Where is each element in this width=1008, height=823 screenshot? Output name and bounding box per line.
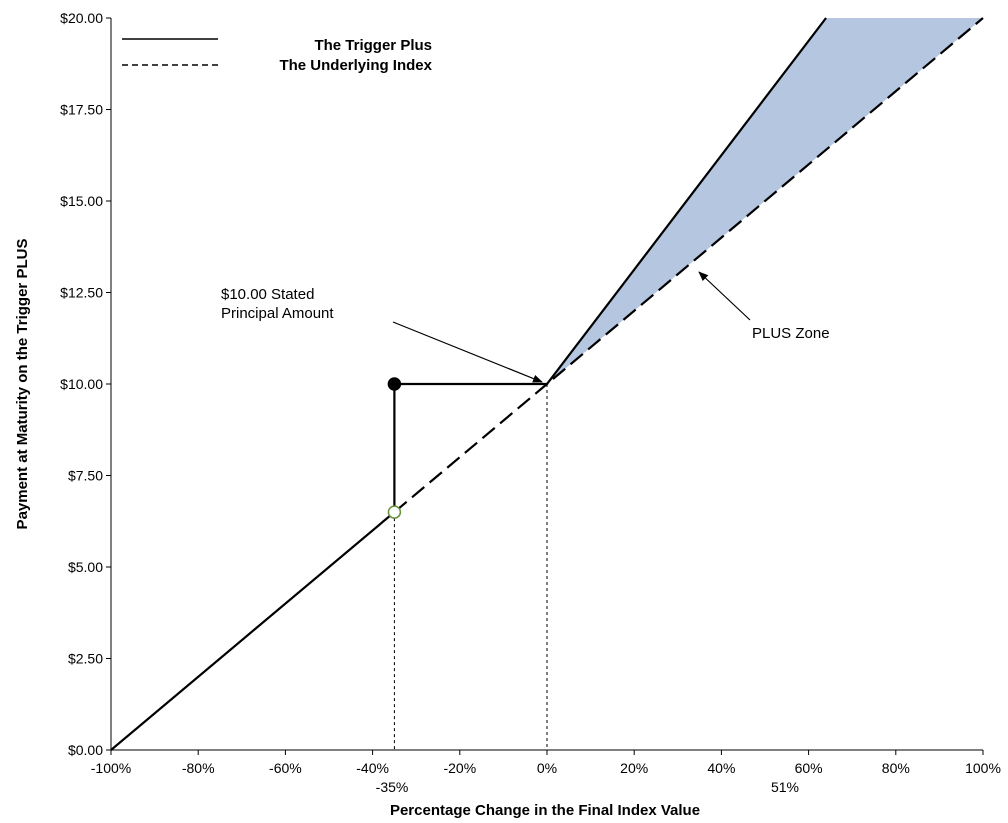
stated-principal-label-line2: Principal Amount [221,305,334,322]
y-axis-title: Payment at Maturity on the Trigger PLUS [14,239,31,530]
x-marker-label-51: 51% [771,779,799,795]
y-tick-label: $12.50 [60,285,103,301]
x-tick-label: -40% [356,760,389,776]
y-tick-label: $10.00 [60,376,103,392]
plus-zone-label: PLUS Zone [752,325,830,342]
x-tick-label: -80% [182,760,215,776]
stated-principal-arrow [392,321,543,383]
x-axis-title: Percentage Change in the Final Index Val… [390,802,700,819]
y-tick-label: $20.00 [60,10,103,26]
series-0-segment-0 [110,511,396,751]
x-tick-label: 100% [965,760,1001,776]
x-tick-label: -20% [443,760,476,776]
y-tick-label: $0.00 [68,742,103,758]
legend-label-trigger-plus: The Trigger Plus [314,37,432,54]
stated-principal-label-line1: $10.00 Stated [221,286,314,303]
legend-label-underlying-index: The Underlying Index [279,57,432,74]
x-tick-label: 60% [795,760,823,776]
y-tick-label: $15.00 [60,193,103,209]
data-marker-1 [387,505,402,519]
x-tick-label: 80% [882,760,910,776]
x-tick-label: 40% [707,760,735,776]
x-tick-label: 0% [537,760,557,776]
x-marker-label-minus-35: -35% [376,779,409,795]
y-tick-label: $2.50 [68,651,103,667]
y-tick-label: $17.50 [60,102,103,118]
x-tick-label: 20% [620,760,648,776]
x-tick-label: -60% [269,760,302,776]
x-tick-label: -100% [91,760,131,776]
y-tick-label: $7.50 [68,468,103,484]
y-tick-label: $5.00 [68,559,103,575]
legend: The Trigger Plus The Underlying Index [122,37,433,74]
data-marker-0 [387,377,402,391]
plus-zone-arrow [698,271,751,321]
series-1-segment-0 [393,17,984,513]
series-0-segment-3 [546,17,827,385]
